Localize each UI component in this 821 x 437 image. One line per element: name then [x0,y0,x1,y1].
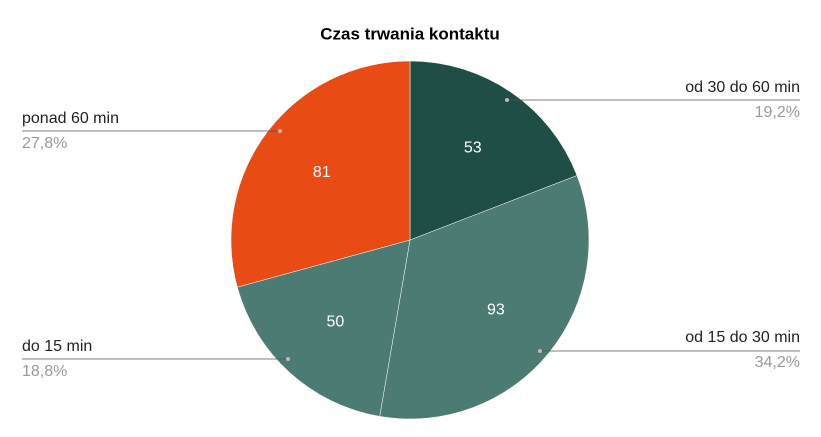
slice-category-label: od 30 do 60 min [685,79,800,96]
pie-slice [379,175,590,420]
pie-slice [237,239,411,417]
slice-value-label: 53 [464,140,482,157]
leader-dot [278,129,282,133]
leader-dot [538,349,542,353]
slice-value-label: 81 [313,164,331,181]
slice-category-label: od 15 do 30 min [685,329,800,346]
slice-category-label: ponad 60 min [22,110,119,127]
leader-dot [286,357,290,361]
leader-dot [505,98,509,102]
chart-title: Czas trwania kontaktu [320,24,500,43]
slice-percent-label: 19,2% [755,104,800,121]
slice-value-label: 93 [487,302,505,319]
slice-percent-label: 18,8% [22,363,67,380]
slice-percent-label: 27,8% [22,135,67,152]
pie-slice [409,60,578,241]
slice-value-label: 50 [326,313,344,330]
slice-category-label: do 15 min [22,338,92,355]
slice-percent-label: 34,2% [755,354,800,371]
